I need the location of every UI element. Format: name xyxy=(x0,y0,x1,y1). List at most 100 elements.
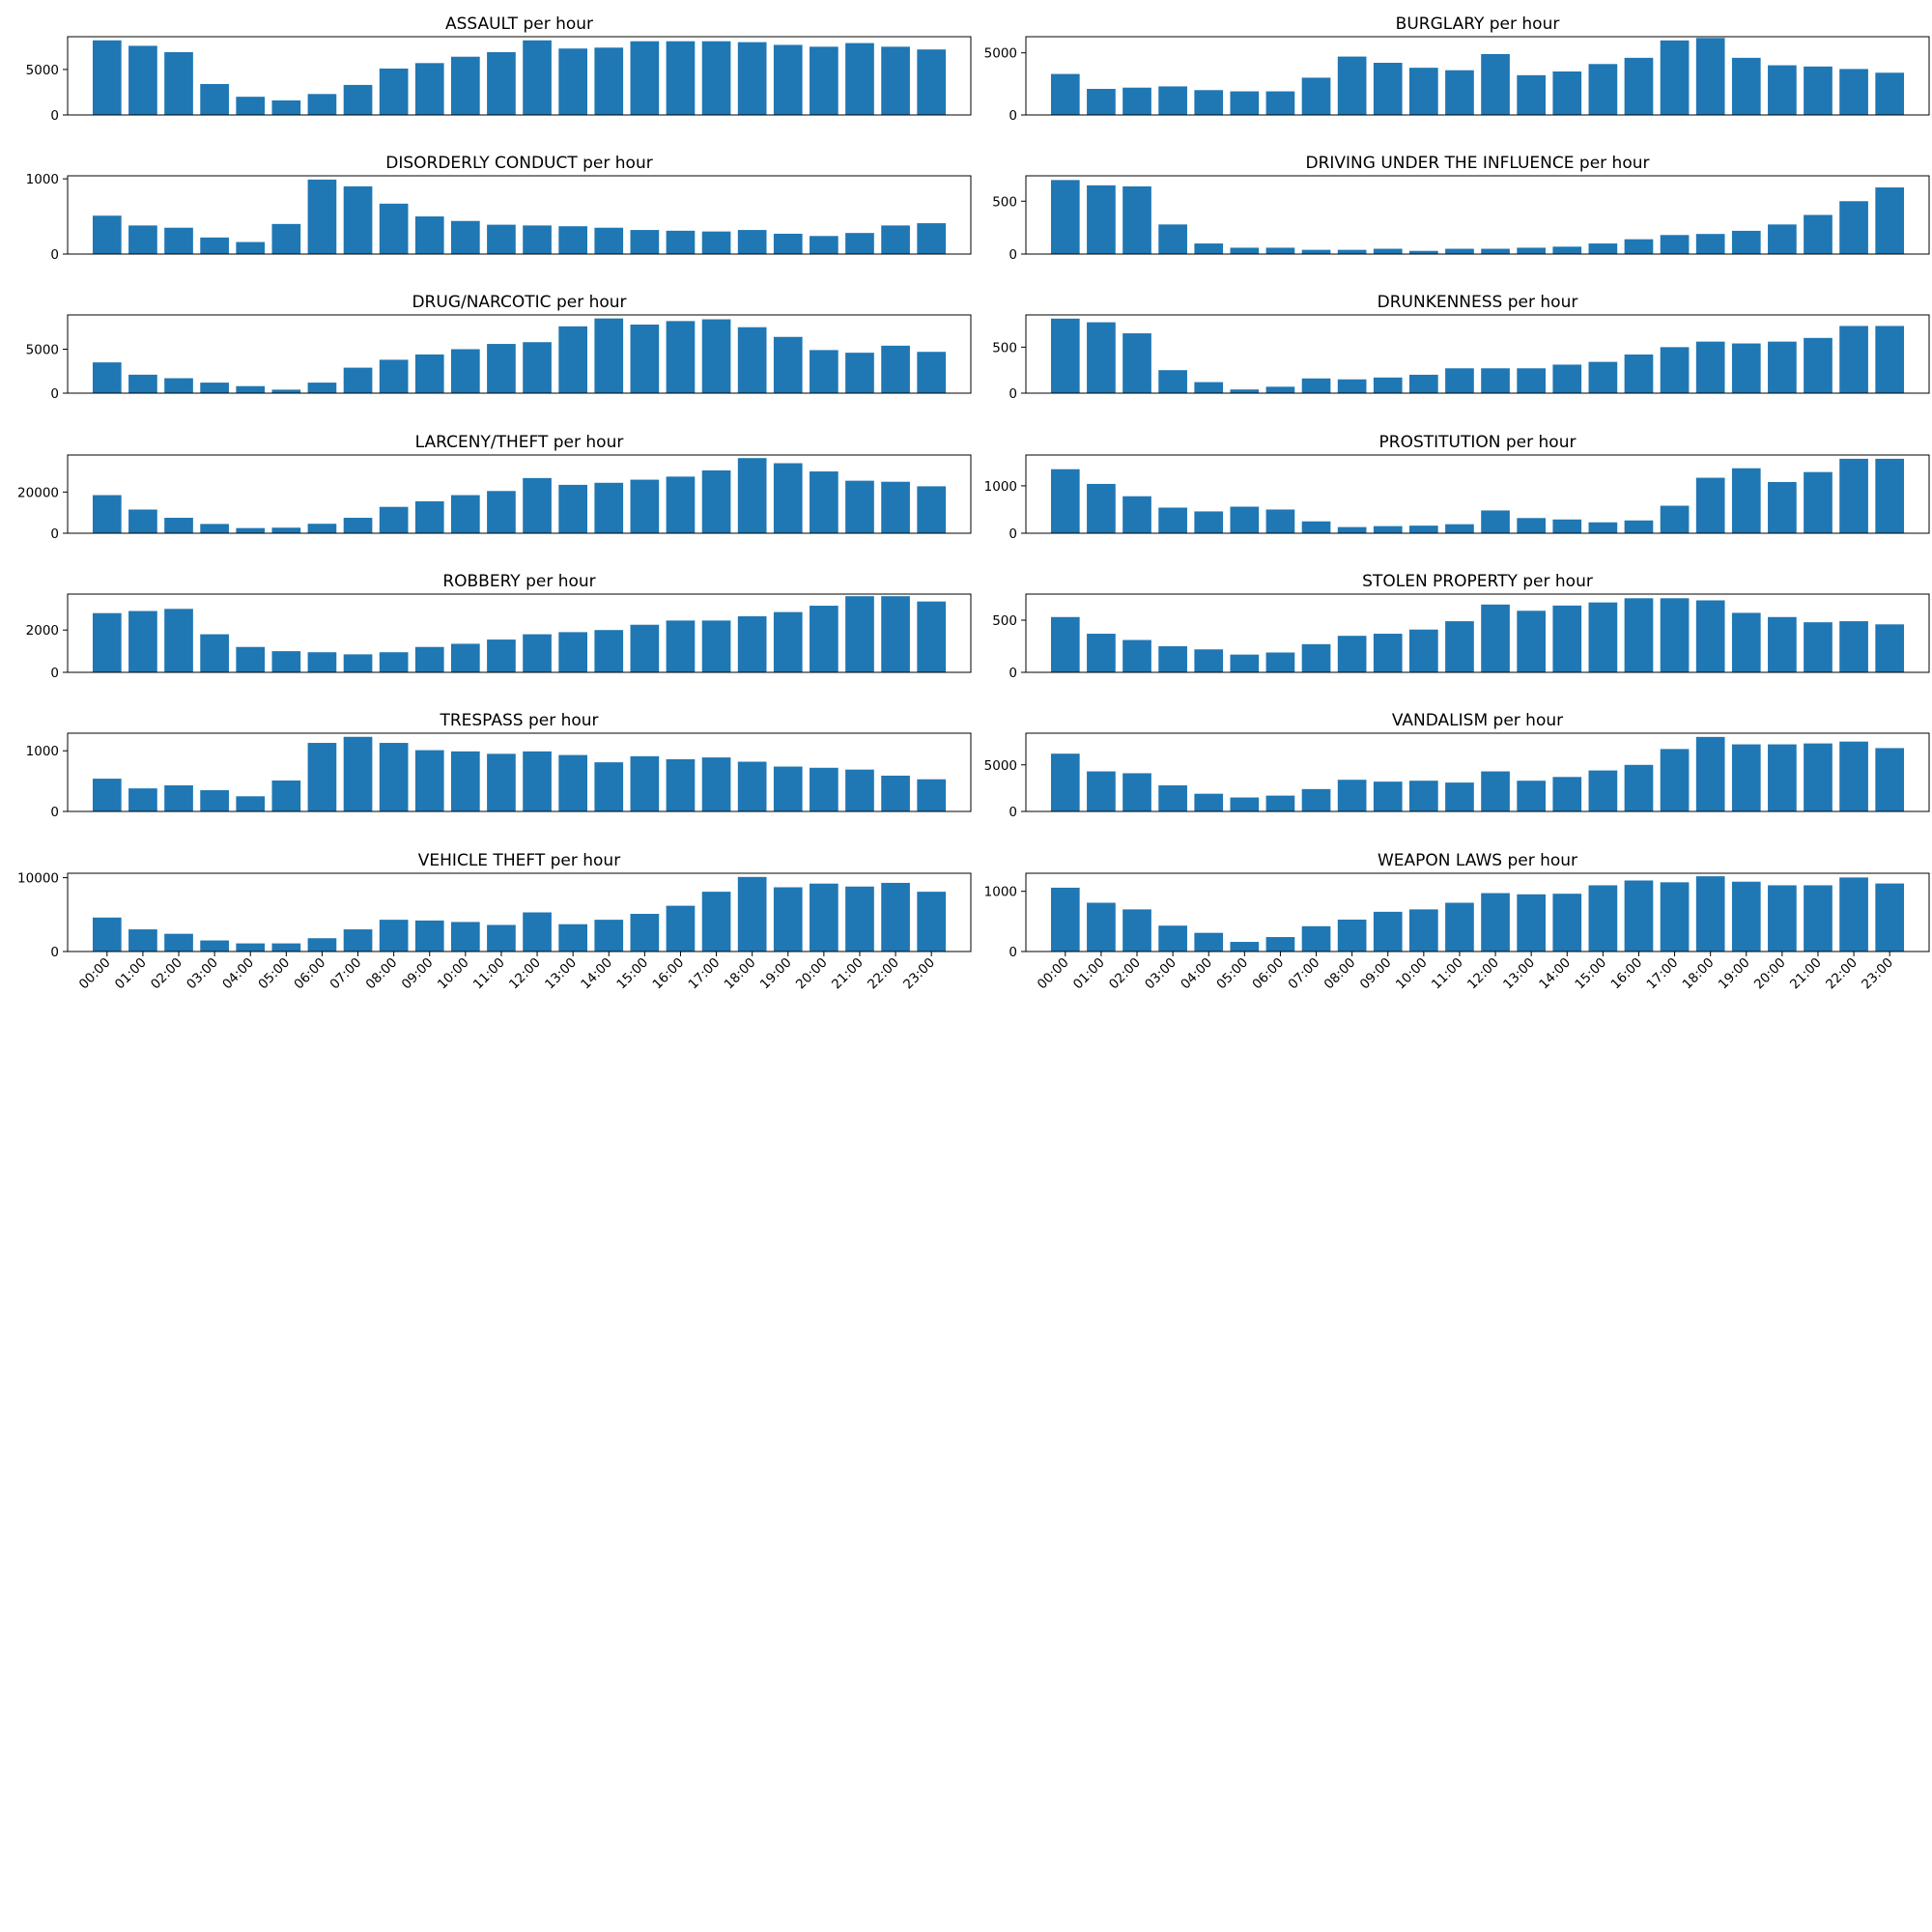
bar-1800 xyxy=(737,761,767,811)
y-tick-label: 0 xyxy=(50,386,59,402)
bar-0000 xyxy=(1050,469,1080,533)
bar-2300 xyxy=(1875,458,1905,533)
bar-1700 xyxy=(701,319,731,393)
chart-title: STOLEN PROPERTY per hour xyxy=(1362,572,1593,591)
bar-1800 xyxy=(737,327,767,393)
bar-1700 xyxy=(1660,505,1690,533)
bar-1600 xyxy=(666,230,696,254)
bar-0700 xyxy=(343,929,373,952)
bar-1000 xyxy=(1409,909,1438,952)
bar-0300 xyxy=(1158,785,1187,811)
bar-0000 xyxy=(1050,887,1080,952)
chart-title: DRUG/NARCOTIC per hour xyxy=(412,293,626,312)
y-tick-label: 10000 xyxy=(17,871,59,887)
x-tick-label: 01:00 xyxy=(112,955,150,993)
chart-title: DRUNKENNESS per hour xyxy=(1378,293,1578,312)
bar-1100 xyxy=(1445,70,1474,115)
bar-1400 xyxy=(1552,71,1582,115)
axes-frame xyxy=(67,175,972,255)
x-tick-label: 01:00 xyxy=(1070,955,1108,993)
x-tick-label: 02:00 xyxy=(148,955,185,993)
bar-0100 xyxy=(128,929,157,952)
bar-1100 xyxy=(487,224,516,254)
bar-2200 xyxy=(881,775,910,811)
bar-1300 xyxy=(1517,894,1546,952)
bar-2000 xyxy=(1768,481,1797,533)
bar-0400 xyxy=(1194,511,1224,533)
bar-0600 xyxy=(307,94,337,115)
x-tick-label: 03:00 xyxy=(184,955,221,993)
bar-1400 xyxy=(594,762,624,811)
bar-1000 xyxy=(451,751,480,811)
bar-0700 xyxy=(343,84,373,115)
bar-0900 xyxy=(414,500,444,533)
bar-1000 xyxy=(451,349,480,393)
bar-1500 xyxy=(1588,361,1618,393)
y-tick-label: 0 xyxy=(1009,247,1017,263)
bar-0900 xyxy=(414,63,444,115)
bar-2000 xyxy=(810,236,838,254)
bar-1200 xyxy=(1481,604,1510,672)
axes-frame xyxy=(67,732,972,812)
bar-0300 xyxy=(200,237,229,254)
x-tick-label: 05:00 xyxy=(1213,955,1251,993)
bar-1000 xyxy=(1409,629,1438,672)
x-tick-label: 12:00 xyxy=(506,955,544,993)
x-tick-label: 05:00 xyxy=(255,955,293,993)
bar-1600 xyxy=(1624,598,1654,672)
bar-2100 xyxy=(845,233,874,254)
bar-0000 xyxy=(92,779,122,811)
bar-1500 xyxy=(1588,64,1618,115)
x-tick-label: 07:00 xyxy=(327,955,365,993)
bar-2200 xyxy=(1839,69,1868,115)
bar-0100 xyxy=(1087,89,1116,115)
bar-1200 xyxy=(1481,54,1510,115)
bar-1300 xyxy=(1517,74,1546,115)
bar-0700 xyxy=(343,185,373,254)
bar-2000 xyxy=(1768,341,1797,393)
bar-0000 xyxy=(92,40,122,115)
bar-0900 xyxy=(1373,377,1403,393)
x-tick-label: 12:00 xyxy=(1464,955,1502,993)
bar-1500 xyxy=(1588,885,1618,952)
bar-1200 xyxy=(523,342,552,393)
axes-frame xyxy=(67,872,972,952)
axes-frame xyxy=(67,314,972,394)
bar-0500 xyxy=(271,651,301,672)
y-tick-label: 5000 xyxy=(984,758,1017,774)
bar-1200 xyxy=(1481,368,1510,393)
bar-1000 xyxy=(1409,250,1438,254)
bar-1600 xyxy=(666,476,696,533)
bar-0300 xyxy=(1158,86,1187,115)
bar-1100 xyxy=(1445,621,1474,672)
x-tick-label: 17:00 xyxy=(686,955,724,993)
bar-0300 xyxy=(200,524,229,533)
bar-2300 xyxy=(1875,187,1905,254)
bar-1900 xyxy=(1731,468,1761,533)
bar-0100 xyxy=(128,611,157,672)
bar-2100 xyxy=(1804,66,1833,115)
bar-2200 xyxy=(881,225,910,254)
bar-0400 xyxy=(236,796,266,811)
bar-0000 xyxy=(92,917,122,952)
bar-1700 xyxy=(1660,40,1690,115)
x-tick-label: 11:00 xyxy=(1429,955,1466,993)
bar-0400 xyxy=(236,385,266,393)
bar-0500 xyxy=(271,99,301,115)
x-tick-label: 08:00 xyxy=(363,955,401,993)
bar-1500 xyxy=(1588,243,1618,254)
bar-0400 xyxy=(236,646,266,672)
bar-0800 xyxy=(379,203,409,254)
bar-1100 xyxy=(1445,368,1474,393)
bar-2100 xyxy=(1804,214,1833,254)
bar-2000 xyxy=(1768,885,1797,952)
bar-0900 xyxy=(414,646,444,672)
axes-frame xyxy=(1025,314,1930,394)
x-tick-label: 10:00 xyxy=(1393,955,1431,993)
axes-frame xyxy=(1025,454,1930,534)
bar-0400 xyxy=(1194,649,1224,672)
bar-1100 xyxy=(487,52,516,115)
y-tick-label: 20000 xyxy=(17,485,59,500)
bar-1200 xyxy=(523,40,552,115)
bar-0600 xyxy=(1265,509,1295,533)
